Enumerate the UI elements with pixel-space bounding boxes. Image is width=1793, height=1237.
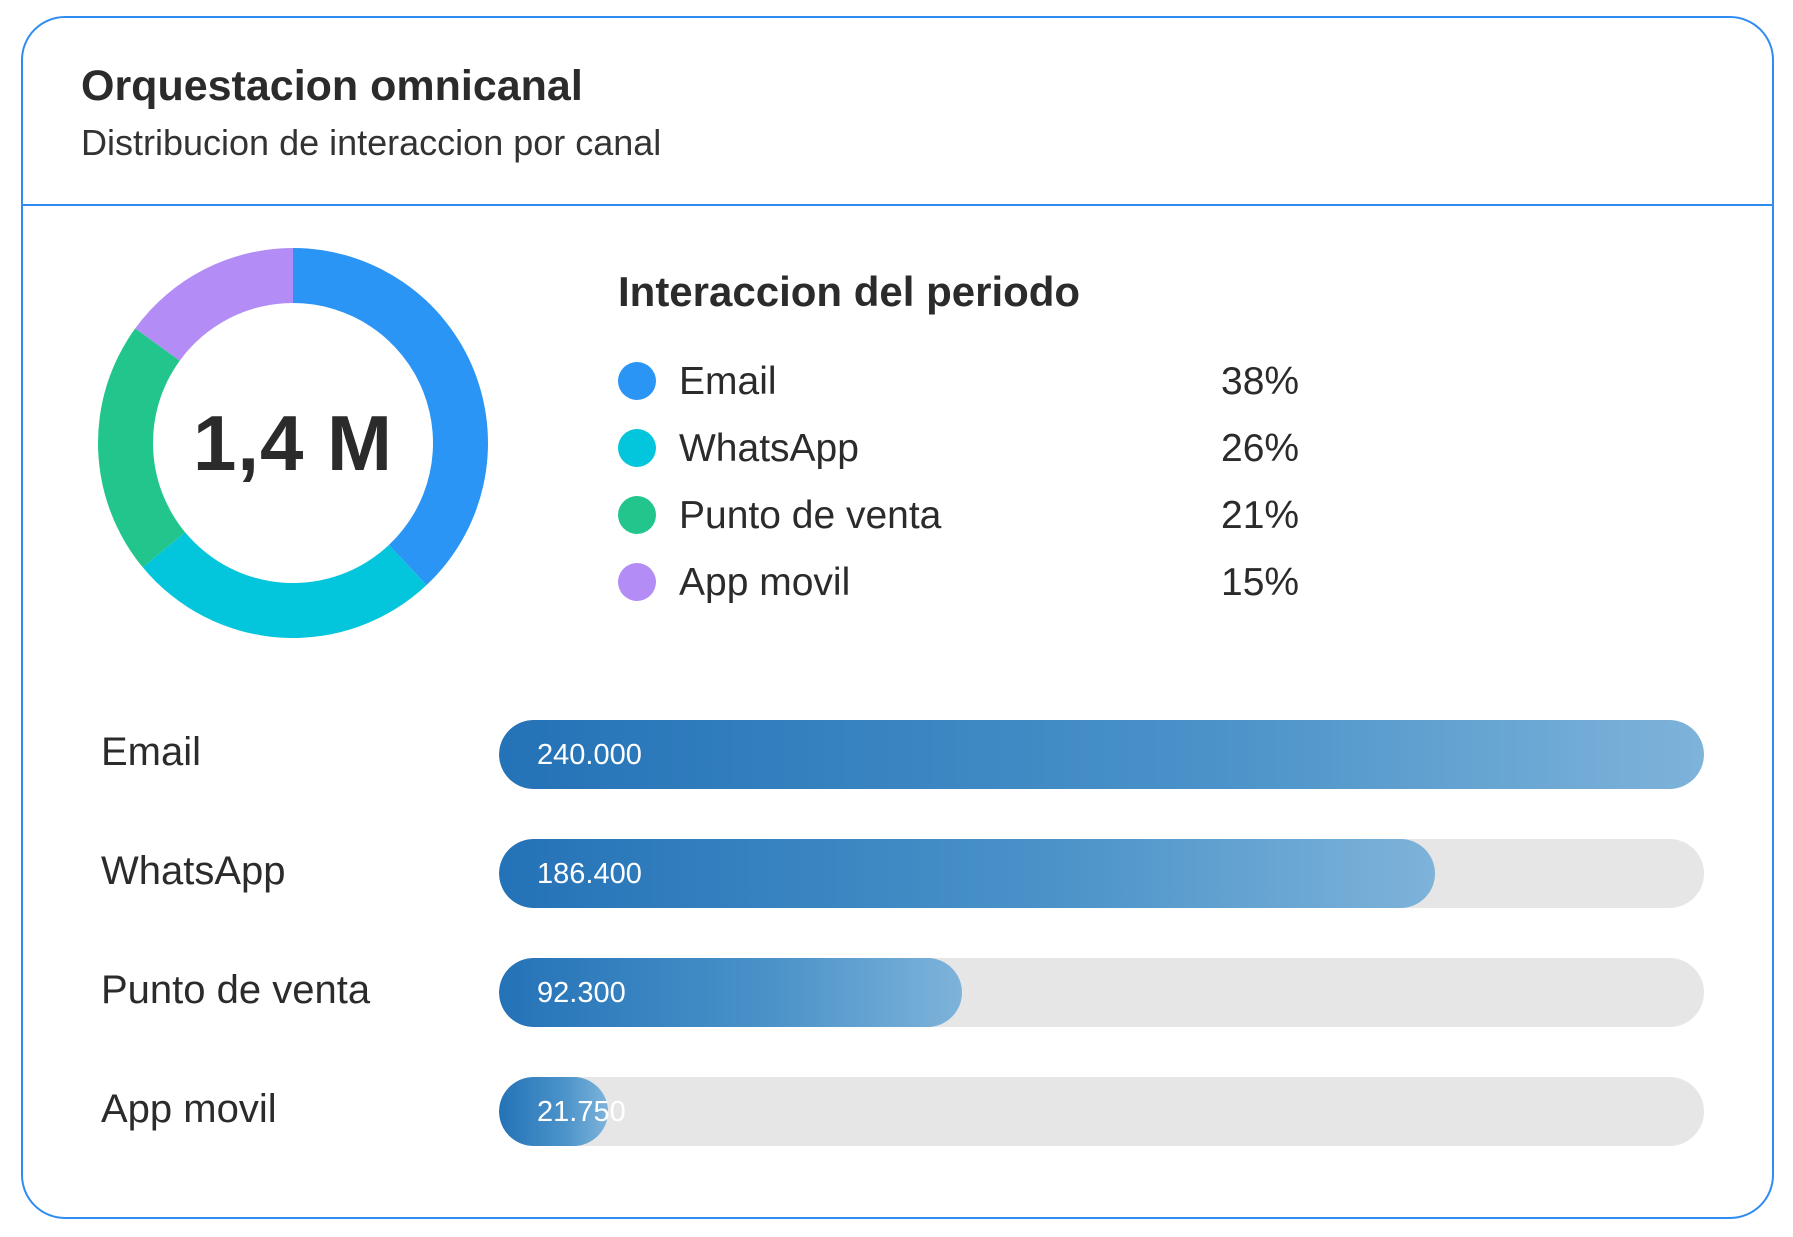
bar-track: 21.750 [499, 1077, 1704, 1146]
donut-center-total: 1,4 M [192, 398, 394, 487]
bar-row-email: Email 240.000 [0, 720, 1793, 839]
legend: Email 38% WhatsApp 26% Punto de venta 21… [618, 360, 1318, 628]
donut-chart [98, 248, 488, 638]
legend-dot-email [618, 362, 656, 400]
bar-value-label: 186.400 [537, 858, 642, 890]
donut-slice-email [293, 248, 488, 586]
legend-percent: 26% [1221, 427, 1300, 470]
bar-fill-whatsapp: 186.400 [499, 839, 1435, 908]
legend-percent: 15% [1221, 561, 1300, 604]
legend-dot-punto-de-venta [618, 496, 656, 534]
legend-title: Interaccion del periodo [618, 268, 1081, 315]
bar-fill-app-movil: 21.750 [499, 1077, 626, 1146]
legend-label: Email [679, 360, 777, 403]
bar-label: App movil [101, 1087, 277, 1131]
legend-item-punto-de-venta: Punto de venta 21% [618, 494, 1318, 561]
donut-slice-app-movil [135, 248, 293, 361]
bar-value-label: 92.300 [537, 977, 626, 1009]
bar-label: WhatsApp [101, 849, 286, 893]
bar-row-punto-de-venta: Punto de venta 92.300 [0, 958, 1793, 1077]
bar-fill-punto-de-venta: 92.300 [499, 958, 963, 1027]
legend-item-email: Email 38% [618, 360, 1318, 427]
legend-label: WhatsApp [679, 427, 859, 470]
bar-label: Punto de venta [101, 968, 371, 1012]
bar-track: 240.000 [499, 720, 1704, 789]
legend-label: Punto de venta [679, 494, 942, 537]
donut-slice-whatsapp [142, 532, 427, 638]
card-title: Orquestacion omnicanal [81, 62, 583, 110]
legend-label: App movil [679, 561, 851, 604]
legend-item-whatsapp: WhatsApp 26% [618, 427, 1318, 494]
bar-track: 92.300 [499, 958, 1704, 1027]
legend-item-app-movil: App movil 15% [618, 561, 1318, 628]
donut-slice-punto-de-venta [98, 328, 186, 568]
bar-value-label: 21.750 [537, 1096, 626, 1128]
bar-row-whatsapp: WhatsApp 186.400 [0, 839, 1793, 958]
bar-chart: Email 240.000 WhatsApp 186.400 Punto de … [0, 720, 1793, 1196]
bar-row-app-movil: App movil 21.750 [0, 1077, 1793, 1196]
legend-dot-app-movil [618, 563, 656, 601]
legend-percent: 38% [1221, 360, 1300, 403]
bar-fill-email: 240.000 [499, 720, 1704, 789]
bar-value-label: 240.000 [537, 739, 642, 771]
card-subtitle: Distribucion de interaccion por canal [81, 122, 662, 163]
bar-label: Email [101, 730, 202, 774]
bar-track: 186.400 [499, 839, 1704, 908]
card-header: Orquestacion omnicanal Distribucion de i… [23, 18, 1772, 206]
legend-dot-whatsapp [618, 429, 656, 467]
legend-percent: 21% [1221, 494, 1300, 537]
